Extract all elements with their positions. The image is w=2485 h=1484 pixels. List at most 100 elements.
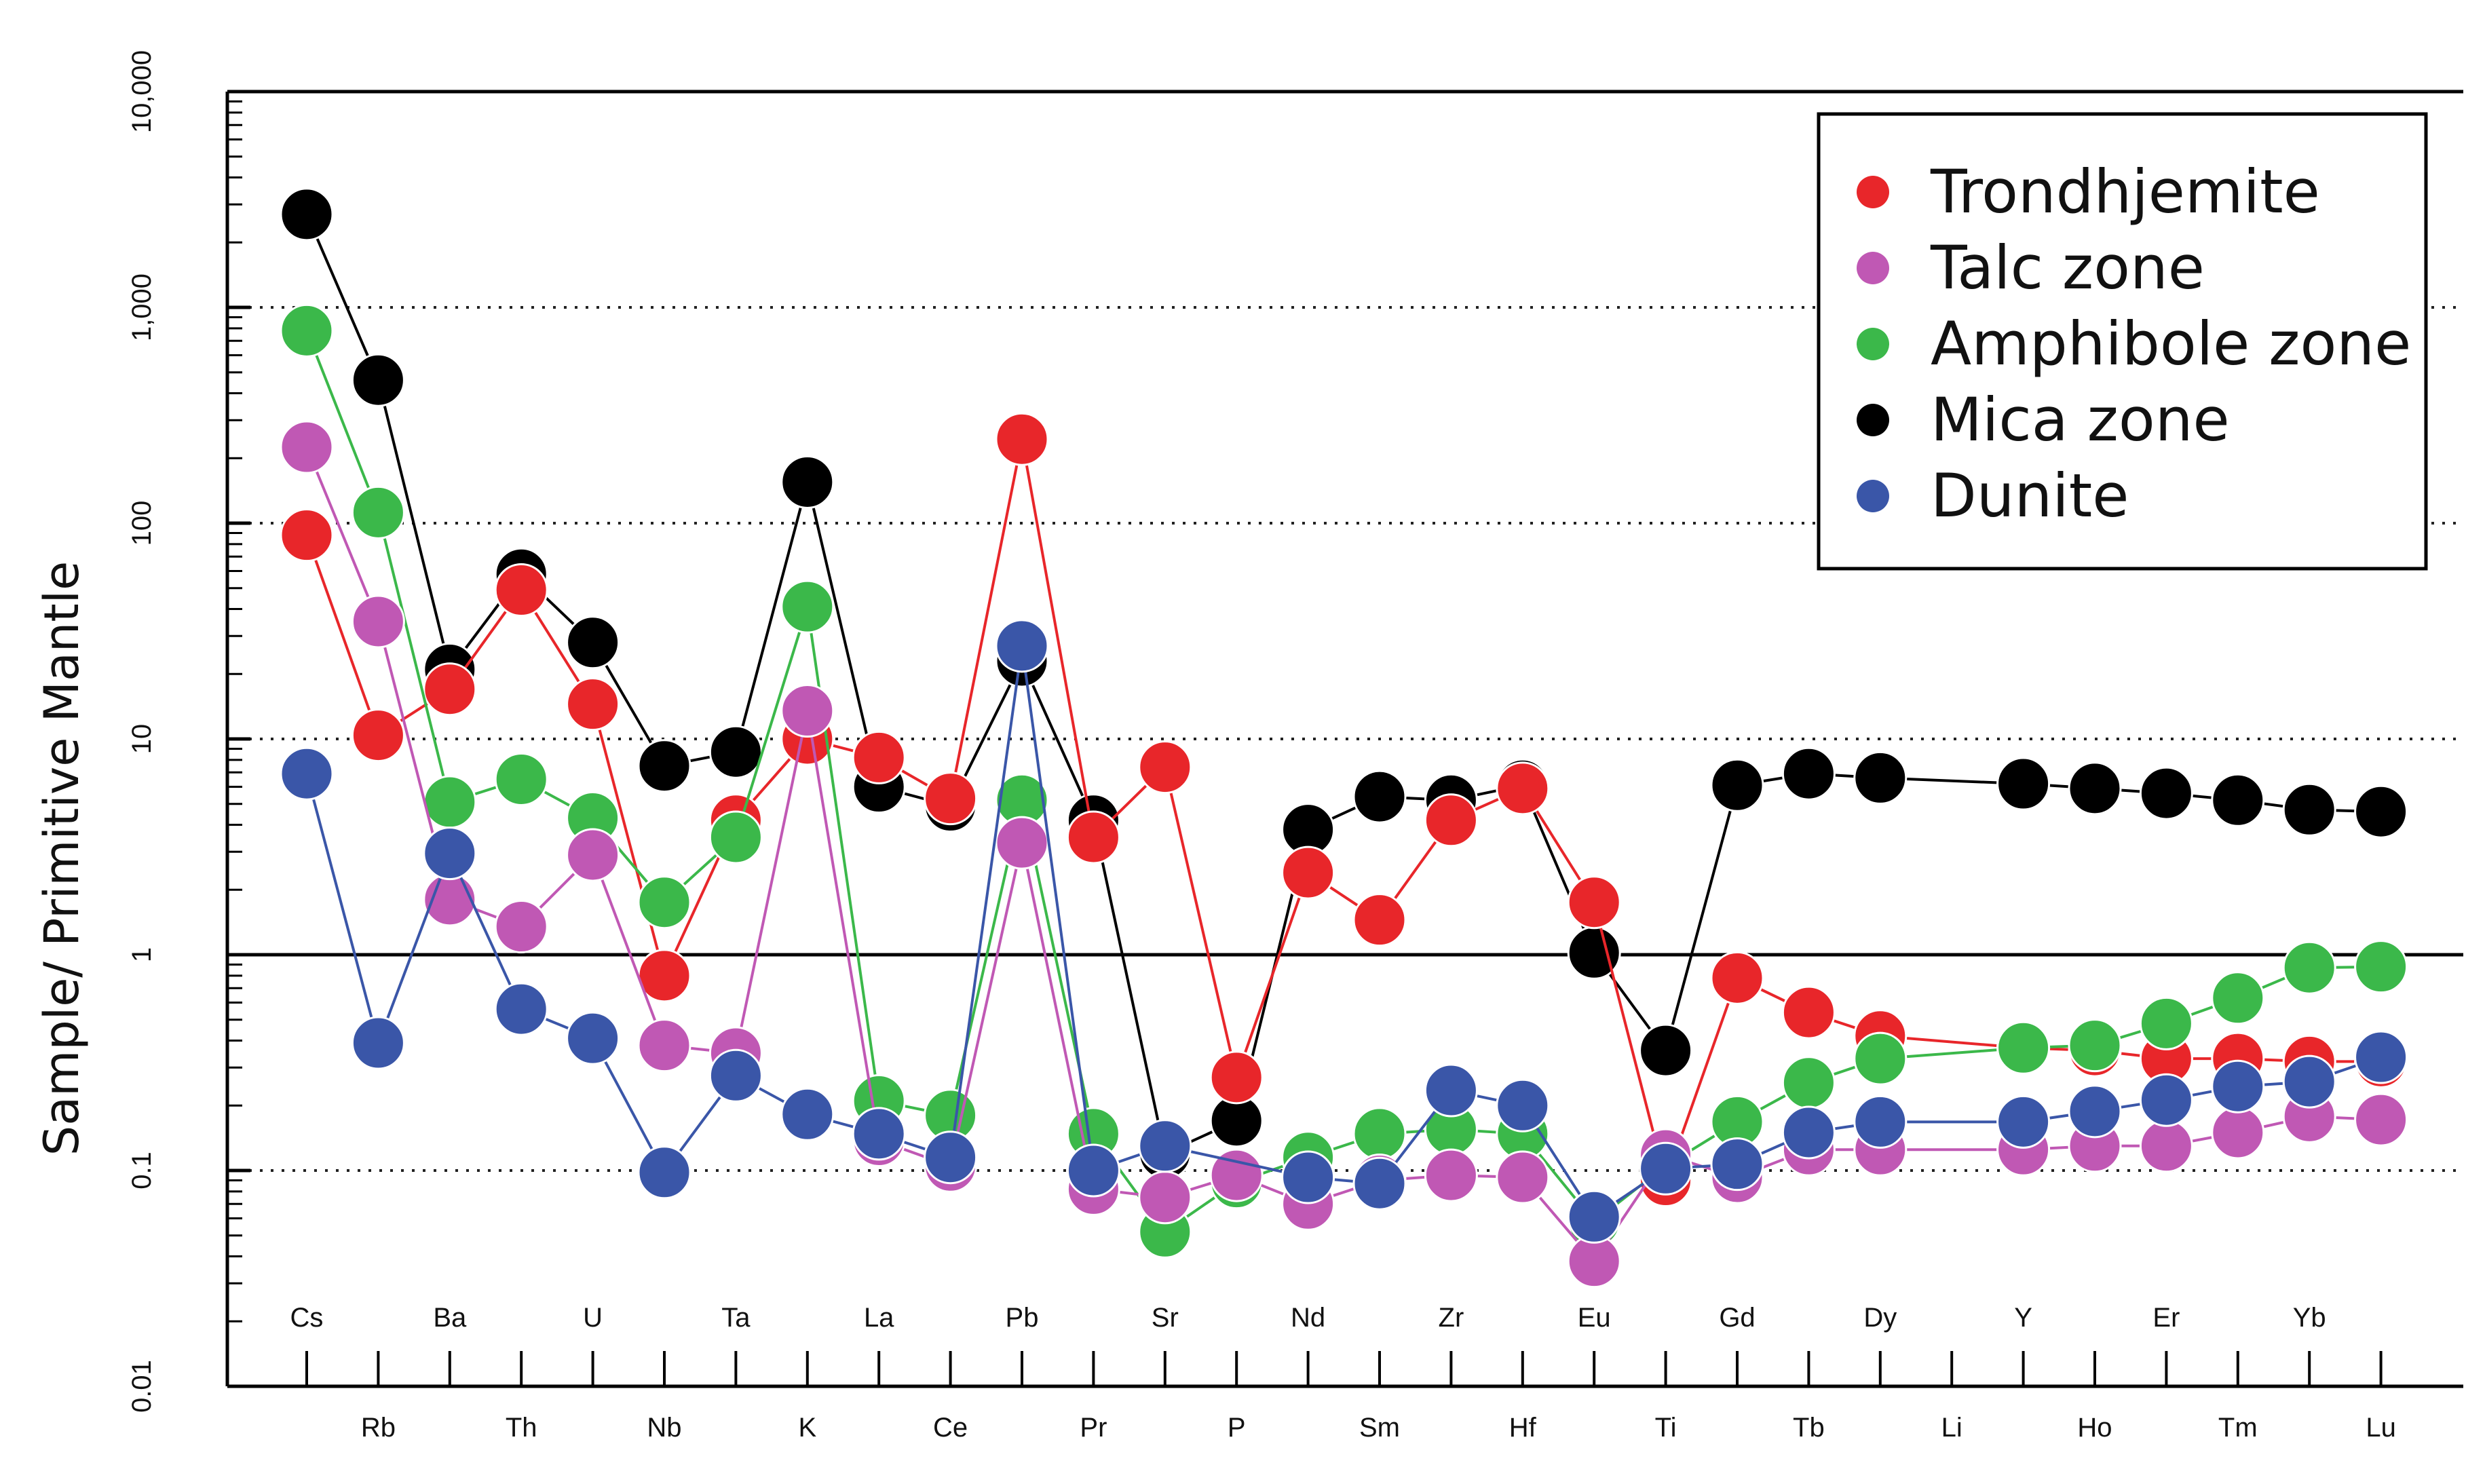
data-point xyxy=(1567,875,1621,930)
data-point xyxy=(423,775,477,829)
data-point xyxy=(1996,1021,2051,1075)
data-point xyxy=(637,739,691,793)
data-point xyxy=(1352,1156,1407,1211)
x-tick-label: Y xyxy=(2014,1303,2032,1333)
data-point xyxy=(708,810,763,864)
data-point xyxy=(637,1019,691,1073)
data-point xyxy=(2282,940,2336,995)
x-tick-label: Er xyxy=(2152,1303,2180,1333)
data-point xyxy=(2354,784,2408,839)
data-point xyxy=(1781,985,1836,1040)
y-axis-title: Sample/ Primitive Mantle xyxy=(34,561,90,1156)
data-point xyxy=(1424,1063,1478,1118)
x-tick-label: K xyxy=(798,1413,816,1443)
x-tick-label: Rb xyxy=(361,1413,396,1443)
x-tick-label: Yb xyxy=(2293,1303,2326,1333)
legend-marker xyxy=(1857,176,1889,208)
x-tick-label: Ba xyxy=(433,1303,467,1333)
legend-label: Trondhjemite xyxy=(1930,157,2320,227)
data-point xyxy=(2354,940,2408,994)
data-point xyxy=(494,563,548,617)
y-tick-label: 0.1 xyxy=(127,1152,157,1190)
data-point xyxy=(1066,810,1120,864)
data-point xyxy=(494,982,548,1036)
data-point xyxy=(2211,1105,2265,1160)
legend-label: Mica zone xyxy=(1931,385,2230,455)
data-point xyxy=(280,508,334,563)
data-point xyxy=(1710,758,1764,812)
data-point xyxy=(924,772,978,826)
data-point xyxy=(2068,1084,2122,1139)
data-point xyxy=(780,455,835,509)
legend-label: Dunite xyxy=(1931,461,2129,531)
x-tick-label: Lu xyxy=(2366,1413,2396,1443)
x-tick-label: Ta xyxy=(721,1303,751,1333)
y-tick-label: 0.01 xyxy=(127,1360,157,1413)
x-tick-label: Pb xyxy=(1006,1303,1039,1333)
data-point xyxy=(2068,1019,2122,1073)
legend-box xyxy=(1817,112,2428,571)
legend-marker xyxy=(1857,328,1889,360)
data-point xyxy=(280,420,334,474)
data-point xyxy=(1281,845,1335,900)
data-point xyxy=(280,187,334,242)
data-point xyxy=(423,826,477,881)
legend-marker xyxy=(1857,404,1889,436)
x-tick-label: Cs xyxy=(290,1303,324,1333)
data-point xyxy=(1496,761,1550,816)
data-point xyxy=(1209,1148,1264,1202)
data-point xyxy=(1853,750,1908,805)
x-tick-label: Gd xyxy=(1719,1303,1755,1333)
data-point xyxy=(2068,761,2122,816)
data-point xyxy=(708,1048,763,1103)
data-point xyxy=(708,725,763,779)
data-point xyxy=(351,353,405,407)
data-point xyxy=(780,684,835,738)
data-point xyxy=(2211,1059,2265,1114)
data-point xyxy=(2282,782,2336,837)
x-tick-label: Hf xyxy=(1509,1413,1537,1443)
data-point xyxy=(1781,1056,1836,1110)
data-point xyxy=(1496,1150,1550,1204)
data-point xyxy=(2139,996,2193,1050)
gridlines xyxy=(227,306,2463,1172)
data-point xyxy=(1209,1050,1264,1105)
x-tick-label: Zr xyxy=(1439,1303,1464,1333)
legend-marker xyxy=(1857,480,1889,512)
x-tick-label: Ho xyxy=(2077,1413,2112,1443)
data-point xyxy=(2139,1119,2193,1173)
data-point xyxy=(852,1107,906,1161)
x-tick-label: U xyxy=(583,1303,603,1333)
data-point xyxy=(566,828,620,882)
x-tick-label: Sm xyxy=(1359,1413,1400,1443)
data-point xyxy=(1424,1148,1478,1202)
data-point xyxy=(1138,1171,1192,1225)
data-point xyxy=(637,1145,691,1200)
x-tick-label: Sr xyxy=(1152,1303,1179,1333)
data-point xyxy=(924,1130,978,1185)
data-point xyxy=(1853,1031,1908,1086)
data-point xyxy=(1424,793,1478,848)
axes: 0.01 0.1 1 10 100 1,000 10,000 Cs Rb Ba Th U Nb Ta K La… xyxy=(127,50,2463,1443)
data-point xyxy=(351,594,405,649)
x-tick-label: Li xyxy=(1941,1413,1962,1443)
x-tick-label: Tb xyxy=(1793,1413,1825,1443)
x-tick-label: P xyxy=(1228,1413,1246,1443)
x-tick-label: Nb xyxy=(647,1413,681,1443)
data-point xyxy=(280,303,334,358)
data-point xyxy=(1138,1119,1192,1173)
data-point xyxy=(1066,1143,1120,1198)
data-point xyxy=(1639,1141,1693,1196)
data-point xyxy=(1710,1137,1764,1192)
series-line xyxy=(305,645,2382,1219)
data-point xyxy=(1567,1190,1621,1244)
x-tick-label: Dy xyxy=(1863,1303,1897,1333)
data-point xyxy=(1996,757,2051,811)
data-point xyxy=(1496,1078,1550,1133)
data-point xyxy=(1853,1095,1908,1149)
x-tick-label: Ti xyxy=(1655,1413,1677,1443)
data-point xyxy=(1710,951,1764,1005)
data-point xyxy=(995,619,1049,673)
data-point xyxy=(280,746,334,801)
